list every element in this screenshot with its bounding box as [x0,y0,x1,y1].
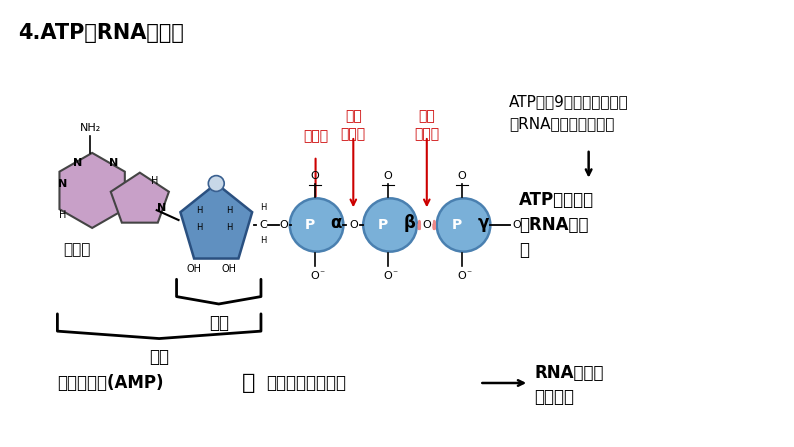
Circle shape [290,198,343,252]
Text: O: O [422,220,431,230]
Circle shape [437,198,491,252]
Text: 核糖: 核糖 [209,314,229,332]
Text: ＝: ＝ [242,373,256,393]
Text: P: P [378,218,388,232]
Text: OH: OH [187,265,202,274]
Text: ATP去挸9两个磷酸基团，: ATP去挸9两个磷酸基团， [509,94,629,109]
Text: 化学键: 化学键 [341,127,366,141]
Text: O: O [457,171,466,181]
Text: 单位之一: 单位之一 [534,388,574,406]
Polygon shape [60,153,125,228]
Text: O: O [513,220,522,230]
Text: O: O [457,271,466,281]
Text: N: N [110,158,118,168]
Text: 磷酵键: 磷酵键 [303,129,328,143]
Text: H: H [59,210,66,220]
Text: ATP可作为合: ATP可作为合 [519,191,594,209]
Text: 为RNA的基本单位之一: 为RNA的基本单位之一 [509,116,615,131]
Text: NH₂: NH₂ [79,123,101,133]
Text: H: H [196,224,202,232]
Text: N: N [72,158,82,168]
Text: ⁻: ⁻ [392,270,398,279]
Text: RNA的基本: RNA的基本 [534,364,603,382]
Text: 腺嘘呤: 腺嘘呤 [64,242,91,257]
Text: OH: OH [222,265,237,274]
Circle shape [363,198,417,252]
Text: C: C [259,220,267,230]
Text: 腺苷一磷酸(AMP): 腺苷一磷酸(AMP) [57,374,164,392]
Text: H: H [226,224,233,232]
Polygon shape [110,173,169,223]
Text: 特殊: 特殊 [345,110,362,123]
Text: N: N [157,203,166,213]
Text: O: O [384,271,392,281]
Text: H: H [226,206,233,215]
Text: O: O [279,220,288,230]
Text: 成RNA的原: 成RNA的原 [519,216,588,234]
Text: ⁻: ⁻ [466,270,471,279]
Text: ⁻: ⁻ [319,270,324,279]
Text: H: H [260,236,266,245]
Text: ⁻: ⁻ [522,216,528,226]
Text: 腺嘘呤核糖核苷酸: 腺嘘呤核糖核苷酸 [266,374,346,392]
Text: γ: γ [477,214,489,232]
Text: 特殊: 特殊 [418,110,435,123]
Text: N: N [58,178,67,189]
Text: 料: 料 [519,240,529,259]
Text: H: H [260,202,266,212]
Text: 腺苷: 腺苷 [149,348,169,367]
Text: α: α [330,214,342,232]
Text: 4.ATP与RNA的关系: 4.ATP与RNA的关系 [17,22,183,42]
Text: H: H [151,176,158,186]
Text: O: O [310,171,319,181]
Polygon shape [180,184,252,258]
Circle shape [208,176,224,191]
Text: O: O [310,271,319,281]
Text: 化学键: 化学键 [414,127,439,141]
Text: O: O [349,220,357,230]
Text: O: O [384,171,392,181]
Text: β: β [404,214,416,232]
Text: P: P [452,218,461,232]
Text: H: H [196,206,202,215]
Text: P: P [304,218,314,232]
